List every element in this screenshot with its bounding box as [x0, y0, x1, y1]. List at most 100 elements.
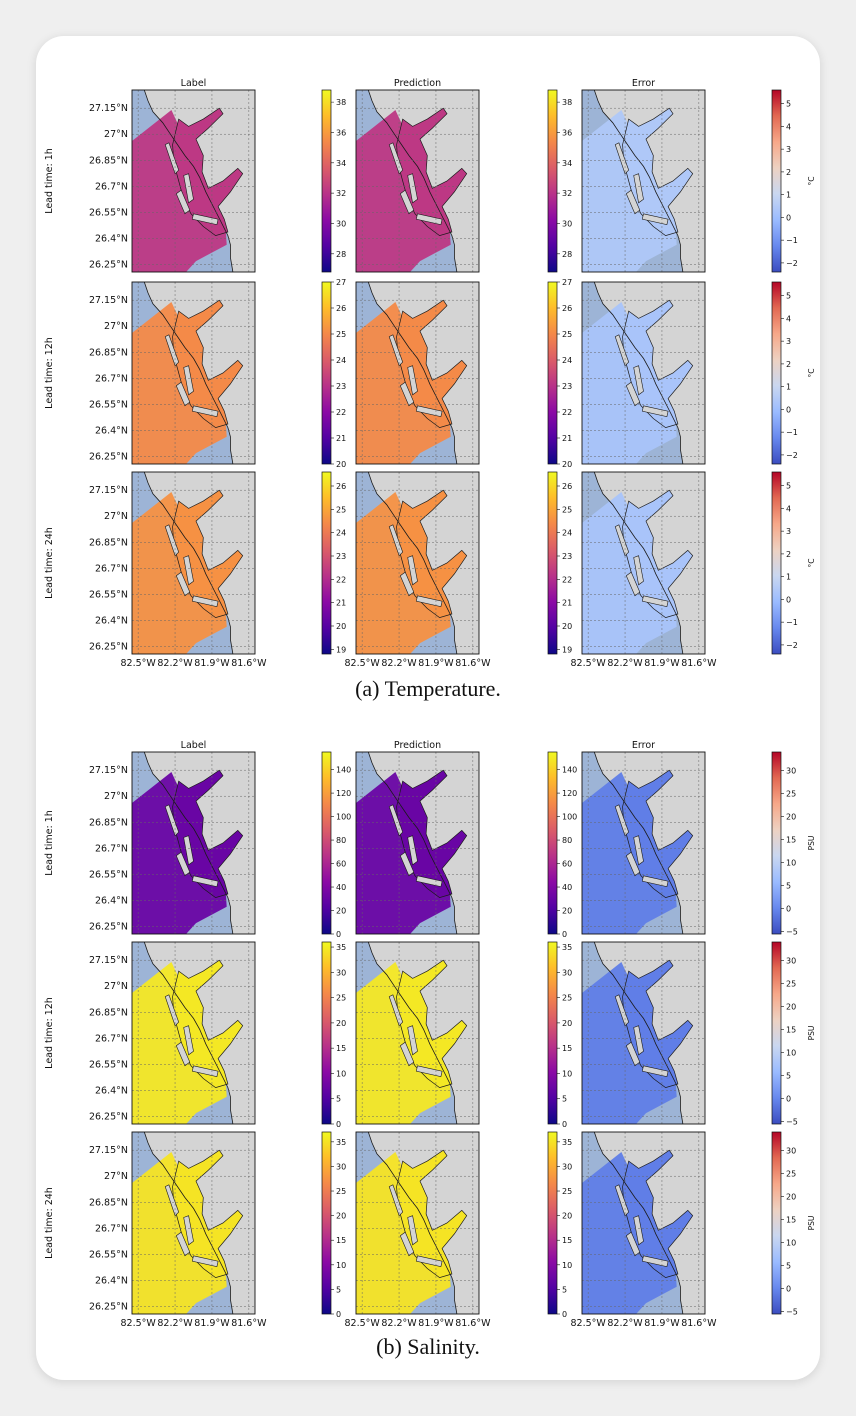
island-4 [415, 1065, 443, 1078]
colorbar-tick-label: 5 [786, 1072, 791, 1081]
colorbar-tick-label: 140 [562, 766, 577, 775]
colorbar-tick-label: 0 [786, 1095, 791, 1104]
colorbar-tick-label: 25 [786, 979, 796, 988]
temperature-prediction-panel [355, 281, 480, 465]
colorbar-tick-label: −1 [786, 428, 798, 437]
label-field-offshore [132, 1152, 227, 1314]
y-tick-label: 26.4°N [95, 425, 128, 436]
island-1 [614, 1184, 630, 1217]
island-2 [633, 365, 644, 396]
colorbar-tick-label: 5 [336, 1095, 341, 1104]
y-tick-label: 26.25°N [89, 641, 128, 652]
colorbar-tick-label: 0 [562, 1310, 567, 1319]
x-tick-label: 81.6°W [231, 1318, 267, 1329]
colorbar-tick-label: 23 [336, 552, 346, 561]
x-tick-label: 82.5°W [121, 1318, 157, 1329]
island-1 [164, 994, 180, 1027]
island-3 [399, 1041, 415, 1067]
coastline-map [367, 942, 458, 1124]
y-tick-label: 26.85°N [89, 817, 128, 828]
y-tick-label: 26.55°N [89, 399, 128, 410]
colorbar-tick-label: 35 [336, 1138, 346, 1147]
coastline-map [593, 472, 684, 654]
island-2 [633, 173, 644, 204]
island-3 [175, 381, 191, 407]
island-3 [399, 1231, 415, 1257]
island-2 [183, 555, 194, 586]
colorbar-tick-label: 23 [562, 382, 572, 391]
island-3 [399, 571, 415, 597]
island-3 [399, 851, 415, 877]
coastline-map [143, 472, 234, 654]
colorbar-tick-label: −2 [786, 259, 798, 268]
island-1 [388, 994, 404, 1027]
panel-frame [581, 941, 706, 1125]
temperature-error-colorbar: −2 −1 0 1 2 3 4 5 °C [771, 89, 816, 273]
panel-frame [355, 281, 480, 465]
prediction-field-offshore [356, 1152, 451, 1314]
y-tick-label: 26.4°N [95, 615, 128, 626]
colorbar-tick-label: 22 [562, 408, 572, 417]
colorbar-tick-label: −5 [786, 1308, 798, 1317]
prediction-field-offshore [356, 302, 451, 464]
colorbar-tick-label: 35 [562, 943, 572, 952]
colorbar-tick-label: 5 [786, 882, 791, 891]
x-tick-label: 81.6°W [681, 658, 717, 669]
island-1 [388, 1184, 404, 1217]
colorbar-tick-label: 26 [562, 482, 572, 491]
colorbar-tick-label: 10 [562, 1069, 572, 1078]
panel-frame [581, 471, 706, 655]
colorbar-tick-label: 25 [336, 505, 346, 514]
y-tick-label: 26.55°N [89, 589, 128, 600]
colorbar-tick-label: 5 [562, 1095, 567, 1104]
colorbar-tick-label: 2 [786, 360, 791, 369]
island-3 [175, 1041, 191, 1067]
colorbar-tick-label: 20 [336, 622, 346, 631]
island-4 [641, 1255, 669, 1268]
island-1 [614, 524, 630, 557]
island-2 [407, 1025, 418, 1056]
colorbar-tick-label: 15 [786, 1026, 796, 1035]
y-tick-label: 26.85°N [89, 537, 128, 548]
temperature-prediction-panel: 82.5°W 82.2°W 81.9°W 81.6°W [345, 471, 491, 669]
coastline-map [593, 1132, 684, 1314]
colorbar-ramp [321, 471, 332, 655]
panel-title: Error [632, 78, 655, 89]
island-4 [191, 1065, 219, 1078]
island-4 [415, 405, 443, 418]
salinity-prediction-panel: Prediction [355, 740, 480, 935]
colorbar-tick-label: −1 [786, 618, 798, 627]
panel-frame [581, 751, 706, 935]
label-field-offshore [132, 302, 227, 464]
prediction-field-offshore [356, 492, 451, 654]
colorbar-tick-label: 32 [562, 189, 572, 198]
x-tick-label: 81.6°W [231, 658, 267, 669]
panel-frame [581, 1131, 706, 1315]
island-1 [614, 804, 630, 837]
colorbar-tick-label: 20 [336, 1019, 346, 1028]
temperature-error-panel [581, 281, 706, 465]
island-2 [633, 1215, 644, 1246]
island-2 [407, 365, 418, 396]
colorbar-tick-label: 40 [336, 883, 346, 892]
y-tick-label: 26.85°N [89, 1007, 128, 1018]
salinity-error-colorbar: −5 0 5 10 15 20 25 30 PSU [771, 751, 816, 937]
island-1 [164, 524, 180, 557]
island-2 [633, 555, 644, 586]
colorbar-tick-label: 10 [336, 1069, 346, 1078]
island-1 [164, 804, 180, 837]
y-tick-label: 27°N [104, 1171, 128, 1182]
colorbar-tick-label: 36 [562, 128, 572, 137]
label-field-offshore [132, 962, 227, 1124]
colorbar-tick-label: 30 [336, 1162, 346, 1171]
colorbar-tick-label: 25 [336, 994, 346, 1003]
island-3 [399, 381, 415, 407]
island-4 [191, 213, 219, 226]
coastline-map [593, 752, 684, 934]
prediction-field-offshore [356, 962, 451, 1124]
row-label: Lead time: 1h [44, 810, 55, 876]
temperature-error-colorbar: −2 −1 0 1 2 3 4 5 °C [771, 281, 816, 465]
colorbar-ramp [771, 471, 782, 655]
colorbar-unit: PSU [807, 1026, 816, 1041]
label-field-offshore [132, 492, 227, 654]
